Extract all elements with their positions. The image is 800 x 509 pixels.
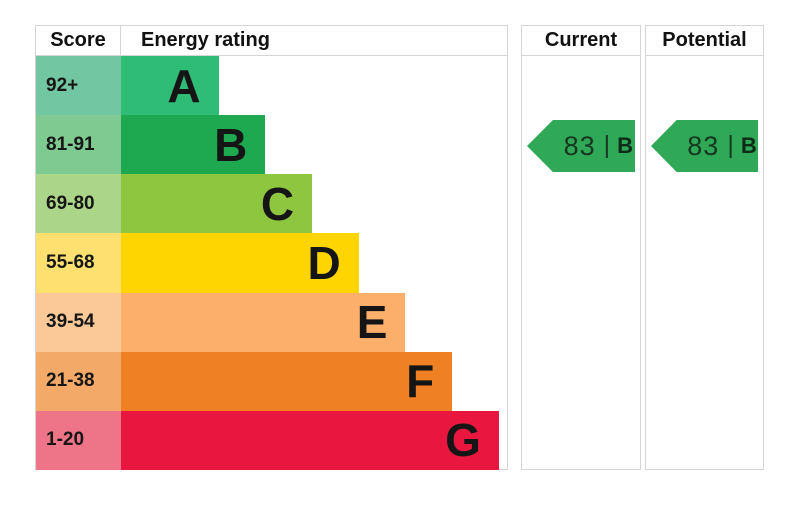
rating-bar: C	[121, 174, 313, 234]
rating-scale-table: Score Energy rating 92+ A 81-91 B 69-80 …	[35, 25, 508, 470]
score-cell: 81-91	[36, 115, 121, 175]
potential-band-letter: B	[740, 133, 757, 158]
score-column-header: Score	[36, 26, 121, 55]
current-rating-arrow: 83 | B	[527, 120, 635, 172]
score-cell: 92+	[36, 56, 121, 116]
rating-row-f: 21-38 F	[36, 351, 507, 411]
rating-letter: G	[445, 414, 481, 467]
rating-letter: A	[167, 59, 201, 112]
chart-container: Score Energy rating 92+ A 81-91 B 69-80 …	[35, 25, 764, 470]
rating-bar: D	[121, 233, 359, 293]
rating-row-c: 69-80 C	[36, 174, 507, 234]
rating-bar: B	[121, 115, 266, 175]
rating-row-d: 55-68 D	[36, 233, 507, 293]
rating-letter: D	[307, 236, 341, 289]
score-band-separator: |	[727, 130, 734, 159]
rating-letter: F	[406, 355, 435, 408]
score-cell: 21-38	[36, 351, 121, 411]
rating-letter: B	[214, 118, 248, 171]
potential-rating-column: Potential 83 | B	[645, 25, 764, 470]
rating-row-b: 81-91 B	[36, 115, 507, 175]
rating-rows: 92+ A 81-91 B 69-80 C 55-68 D 39-54 E 21…	[36, 56, 507, 470]
rating-row-g: 1-20 G	[36, 410, 507, 470]
current-column-header: Current	[522, 26, 640, 56]
potential-column-header: Potential	[646, 26, 763, 56]
potential-score-value: 83	[687, 130, 720, 161]
score-cell: 69-80	[36, 174, 121, 234]
rating-row-a: 92+ A	[36, 56, 507, 116]
rating-bar: E	[121, 292, 406, 352]
current-band-letter: B	[617, 133, 634, 158]
rating-bar: F	[121, 351, 453, 411]
energy-rating-column-header: Energy rating	[141, 29, 270, 51]
score-cell: 1-20	[36, 410, 121, 470]
current-rating-column: Current 83 | B	[521, 25, 641, 470]
rating-letter: E	[356, 296, 388, 349]
score-cell: 55-68	[36, 233, 121, 293]
score-band-separator: |	[603, 130, 611, 159]
score-cell: 39-54	[36, 292, 121, 352]
rating-bar: A	[121, 56, 219, 116]
rating-table-header: Score Energy rating	[36, 26, 507, 56]
rating-letter: C	[260, 177, 295, 230]
current-score-value: 83	[563, 130, 596, 161]
rating-bar: G	[121, 410, 499, 470]
potential-rating-arrow: 83 | B	[651, 120, 758, 172]
rating-row-e: 39-54 E	[36, 292, 507, 352]
